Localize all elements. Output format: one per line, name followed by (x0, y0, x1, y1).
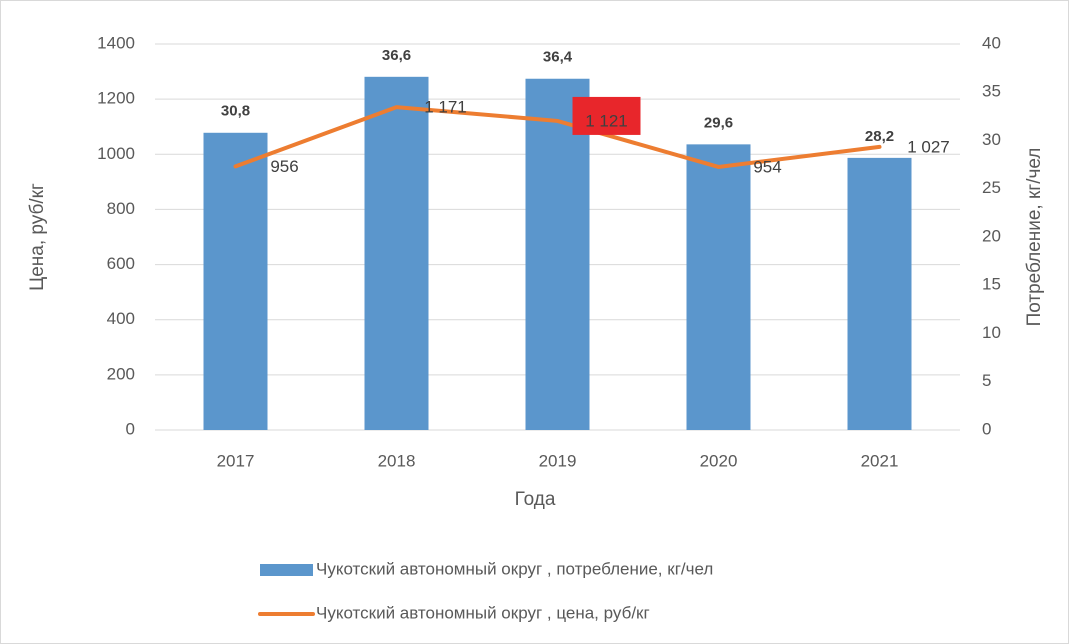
x-tick-label: 2021 (861, 451, 899, 470)
bar-data-label: 30,8 (221, 103, 250, 120)
y2-tick-label: 5 (982, 371, 991, 390)
y2-tick-label: 0 (982, 419, 991, 438)
bar (525, 78, 590, 431)
y2-tick-label: 10 (982, 323, 1001, 342)
bar (686, 144, 751, 431)
label-highlight (572, 96, 641, 135)
bar-data-label: 28,2 (865, 128, 894, 145)
x-tick-label: 2018 (378, 451, 416, 470)
y-axis-label: Цена, руб/кг (27, 183, 48, 291)
y2-tick-label: 40 (982, 33, 1001, 52)
y-tick-label: 1200 (97, 89, 135, 108)
x-tick-label: 2019 (539, 451, 577, 470)
y-tick-label: 600 (107, 254, 135, 273)
bar (364, 76, 429, 430)
y2-tick-label: 15 (982, 275, 1001, 294)
line-data-label: 954 (753, 157, 781, 176)
y-tick-label: 0 (126, 419, 135, 438)
line-data-label: 1 171 (424, 98, 467, 117)
y-tick-label: 200 (107, 364, 135, 383)
line-data-label: 1 027 (907, 137, 950, 156)
line-data-label: 956 (270, 157, 298, 176)
legend-swatch (260, 564, 313, 576)
legend-label: Чукотский автономный округ , потребление… (316, 559, 713, 578)
legend-label: Чукотский автономный округ , цена, руб/к… (316, 603, 650, 622)
y-tick-label: 1000 (97, 144, 135, 163)
line-data-label: 1 121 (585, 111, 628, 130)
line (233, 105, 882, 170)
bar-data-label: 29,6 (704, 114, 733, 131)
x-axis-label: Года (515, 489, 556, 510)
y-tick-label: 400 (107, 309, 135, 328)
y2-axis-label: Потребление, кг/чел (1024, 148, 1045, 327)
y2-tick-label: 25 (982, 178, 1001, 197)
bar-data-label: 36,6 (382, 47, 411, 64)
y2-tick-label: 35 (982, 82, 1001, 101)
x-tick-label: 2017 (217, 451, 255, 470)
y-tick-label: 800 (107, 199, 135, 218)
bar (203, 132, 268, 430)
y2-tick-label: 30 (982, 130, 1001, 149)
bar (847, 157, 912, 430)
bar-data-label: 36,4 (543, 49, 573, 66)
y-tick-label: 1400 (97, 33, 135, 52)
y2-tick-label: 20 (982, 226, 1001, 245)
x-tick-label: 2020 (700, 451, 738, 470)
